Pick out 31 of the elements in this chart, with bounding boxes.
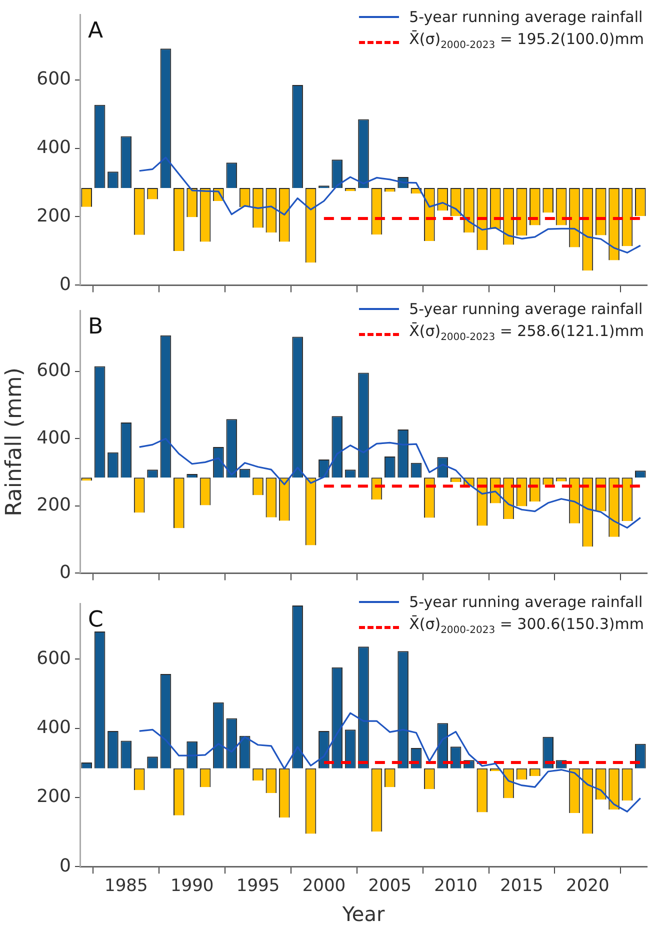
x-tick-label: 1995 <box>236 876 280 896</box>
y-tick-label: 600 <box>36 68 71 90</box>
legend-label: 5-year running average rainfall <box>409 299 643 320</box>
legend-label: X̄(σ)$_{2000-2023}$ = 300.6(150.3)mm <box>409 614 644 638</box>
y-tick-label: 200 <box>36 494 71 516</box>
y-tick-label: 200 <box>36 786 71 808</box>
x-tick-label: 1985 <box>104 876 148 896</box>
legend-label: X̄(σ)$_{2000-2023}$ = 258.6(121.1)mm <box>409 321 644 345</box>
y-tick-label: 400 <box>36 716 71 738</box>
y-tick-label: 0 <box>60 274 71 295</box>
x-tick-label: 2010 <box>434 876 478 896</box>
y-axis-title: Rainfall (mm) <box>2 368 27 516</box>
legend-label: 5-year running average rainfall <box>409 592 643 613</box>
x-axis-title: Year <box>341 902 386 926</box>
y-tick-label: 0 <box>60 855 71 876</box>
chart-title: C <box>88 608 104 633</box>
y-tick-label: 400 <box>36 427 71 448</box>
x-tick-label: 2015 <box>500 876 544 896</box>
x-tick-label: 1990 <box>170 876 214 896</box>
y-tick-label: 200 <box>36 205 71 226</box>
y-tick-label: 600 <box>36 648 71 669</box>
y-tick-label: 0 <box>60 562 71 583</box>
x-tick-label: 2020 <box>566 876 610 896</box>
x-tick-label: 2000 <box>302 876 346 896</box>
y-tick-label: 400 <box>36 136 71 158</box>
chart-title: A <box>88 18 104 44</box>
chart-title: B <box>88 314 104 340</box>
legend-label: X̄(σ)$_{2000-2023}$ = 195.2(100.0)mm <box>409 29 644 53</box>
x-tick-label: 2005 <box>368 876 412 896</box>
legend-label: 5-year running average rainfall <box>409 7 643 28</box>
y-tick-label: 600 <box>36 360 71 382</box>
